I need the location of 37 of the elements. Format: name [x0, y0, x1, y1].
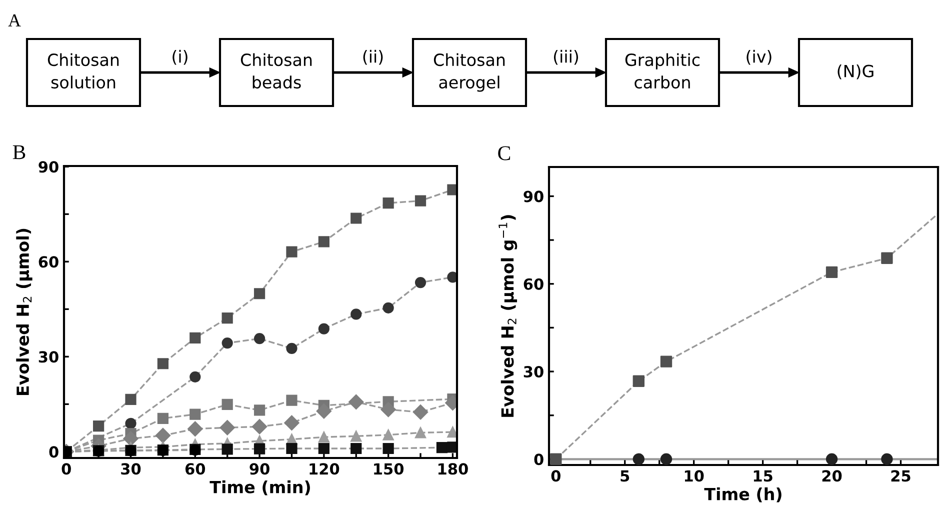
text: (iii) — [554, 50, 578, 65]
text: Chitosan beads — [240, 53, 312, 89]
text: (ii) — [363, 50, 383, 65]
x-axis-title: Time (min) — [210, 480, 310, 496]
y-tick-label: 30 — [524, 366, 544, 378]
x-tick-label: 180 — [438, 463, 468, 475]
text: Chitosan solution — [48, 53, 119, 89]
chart-title: B — [12, 145, 26, 160]
x-tick-label: 10 — [684, 470, 704, 482]
y-axis-title: Evolved H$_{2}$ (µmol g$^{−1}$) — [498, 215, 518, 417]
x-tick-label: 90 — [250, 463, 270, 475]
x-tick-label: 5 — [620, 470, 630, 482]
y-tick-label: 0 — [49, 446, 58, 458]
x-axis-title: Time (h) — [704, 487, 782, 502]
y-tick-label: 60 — [38, 256, 58, 268]
x-tick-label: 20 — [822, 470, 842, 482]
x-tick-label: 25 — [891, 470, 910, 482]
text: (i) — [172, 50, 188, 65]
y-tick-label: 90 — [38, 161, 58, 173]
text: (iv) — [746, 50, 772, 65]
x-tick-label: 120 — [310, 463, 340, 475]
x-tick-label: 30 — [121, 463, 141, 475]
x-tick-label: 60 — [185, 463, 206, 475]
text: (N)G — [838, 64, 874, 80]
y-tick-label: 60 — [524, 278, 544, 290]
y-tick-label: 0 — [534, 454, 544, 466]
text: Graphitic carbon — [625, 53, 700, 89]
x-tick-label: 0 — [551, 470, 560, 482]
y-tick-label: 90 — [524, 190, 544, 202]
y-tick-label: 30 — [38, 351, 58, 363]
y-axis-title: Evolved H$_{2}$ (µmol) — [16, 228, 32, 396]
x-tick-label: 15 — [754, 470, 772, 482]
text: A — [8, 14, 21, 26]
text: Chitosan aerogel — [434, 53, 505, 92]
chart-title: C — [498, 146, 510, 160]
x-tick-label: 150 — [374, 463, 404, 475]
x-tick-label: 0 — [62, 463, 71, 475]
